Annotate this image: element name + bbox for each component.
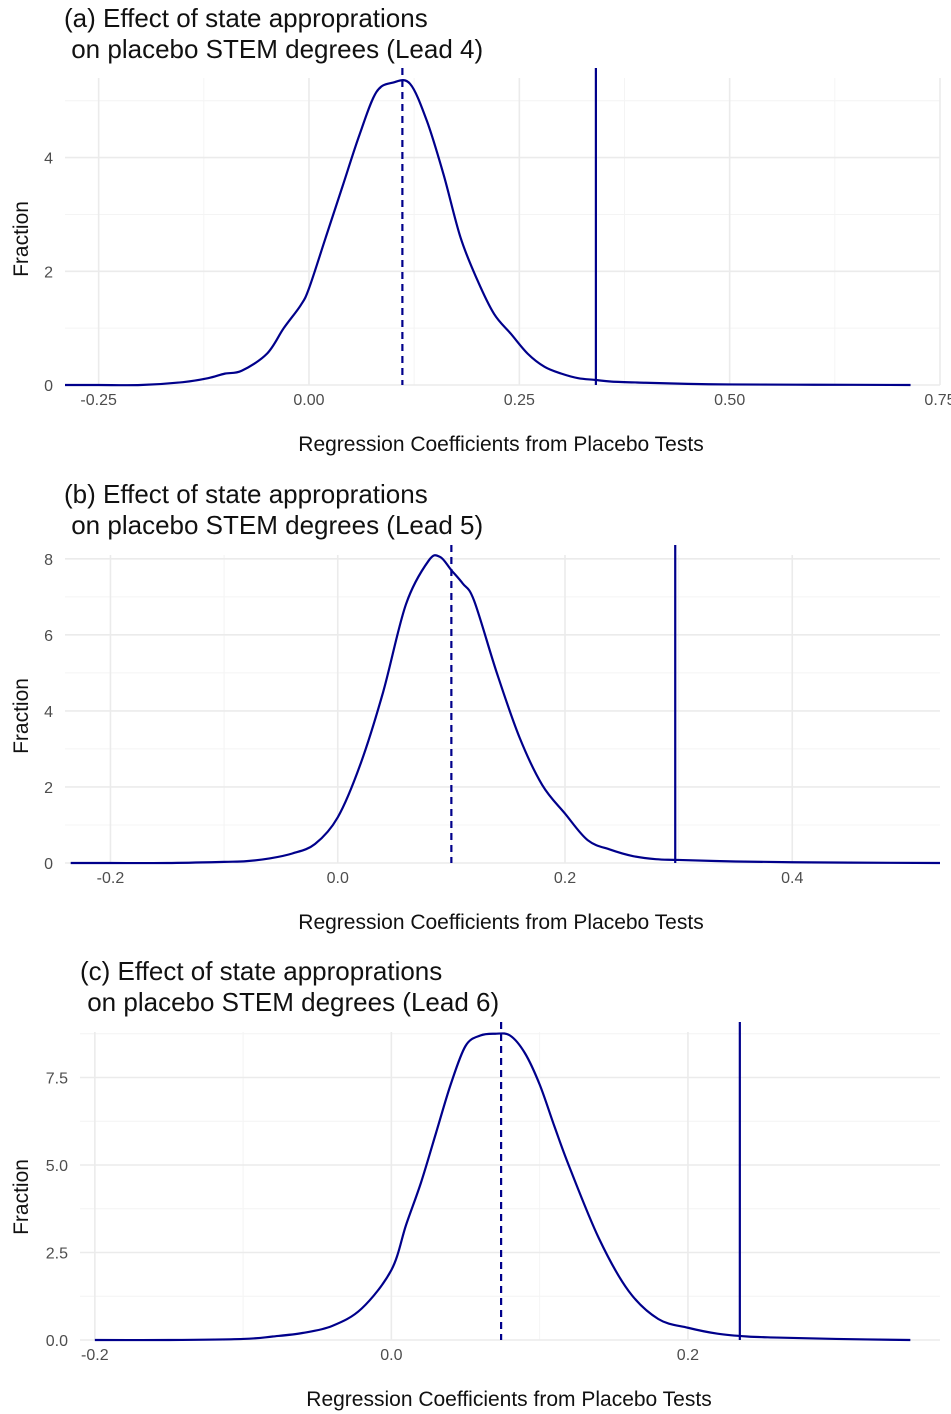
panel-c-y-tick-label: 5.0: [46, 1158, 68, 1175]
panel-c-density-curve: [94, 1032, 911, 1342]
panel-c-plot: -0.2 0.0 0.2 0.0 2.5 5.0 7.5: [46, 1022, 940, 1364]
panel-a-x-tick-label: -0.25: [80, 392, 117, 409]
panel-a-x-tick-label: 0.50: [714, 392, 745, 409]
panel-c-y-tick-label: 0.0: [46, 1333, 68, 1350]
panel-b-y-tick-label: 8: [44, 552, 53, 569]
panel-b-x-tick-label: -0.2: [97, 870, 125, 887]
panel-a-y-axis-title: Fraction: [10, 201, 33, 277]
panel-b-density-curve: [70, 554, 941, 865]
panel-b-x-axis-title: Regression Coefficients from Placebo Tes…: [298, 911, 703, 934]
panel-c-x-tick-label: -0.2: [81, 1347, 109, 1364]
panel-c-x-tick-label: 0.2: [677, 1347, 699, 1364]
panel-c: (c) Effect of state approprations on pla…: [10, 956, 940, 1411]
panel-b-plot: -0.2 0.0 0.2 0.4 0 2 4 6 8: [44, 545, 941, 887]
panel-a-title-line2: on placebo STEM degrees (Lead 4): [64, 34, 483, 64]
panel-b: (b) Effect of state approprations on pla…: [10, 479, 941, 934]
panel-b-y-tick-label: 0: [44, 856, 53, 873]
panel-b-x-tick-label: 0.2: [554, 870, 576, 887]
panel-a-density-curve: [65, 79, 911, 387]
panel-b-y-tick-label: 4: [44, 704, 53, 721]
panel-c-x-tick-label: 0.0: [380, 1347, 402, 1364]
panel-a-y-tick-label: 2: [44, 264, 53, 281]
panel-b-x-tick-label: 0.4: [781, 870, 803, 887]
panel-c-title-line1: (c) Effect of state approprations: [80, 956, 442, 986]
panel-b-y-tick-label: 6: [44, 628, 53, 645]
panel-c-title-line2: on placebo STEM degrees (Lead 6): [80, 987, 499, 1017]
panel-c-y-axis-title: Fraction: [10, 1159, 33, 1235]
panel-a: (a) Effect of state approprations on pla…: [10, 3, 951, 456]
panel-a-x-tick-label: 0.25: [504, 392, 535, 409]
panel-b-y-tick-label: 2: [44, 780, 53, 797]
panel-c-y-tick-label: 7.5: [46, 1071, 68, 1088]
panel-b-title-line1: (b) Effect of state approprations: [64, 479, 428, 509]
panel-a-title-line1: (a) Effect of state approprations: [64, 3, 428, 33]
panel-a-y-tick-label: 0: [44, 378, 53, 395]
panel-a-plot: -0.25 0.00 0.25 0.50 0.75 0 2 4: [44, 68, 951, 409]
panel-a-x-tick-label: 0.00: [293, 392, 324, 409]
panel-a-y-tick-label: 4: [44, 151, 53, 168]
panel-a-x-tick-label: 0.75: [924, 392, 951, 409]
panel-c-y-tick-label: 2.5: [46, 1246, 68, 1263]
panel-a-x-axis-title: Regression Coefficients from Placebo Tes…: [298, 433, 703, 456]
panel-b-title-line2: on placebo STEM degrees (Lead 5): [64, 510, 483, 540]
panel-c-x-axis-title: Regression Coefficients from Placebo Tes…: [306, 1388, 711, 1411]
panel-b-y-axis-title: Fraction: [10, 678, 33, 754]
panel-b-x-tick-label: 0.0: [327, 870, 349, 887]
